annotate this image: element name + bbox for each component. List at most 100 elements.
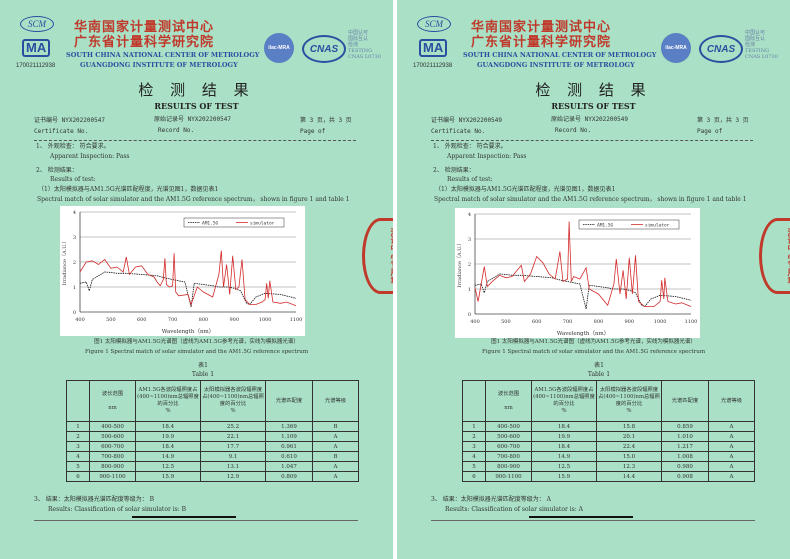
official-seal: 测试中心专用章 [362, 218, 393, 294]
table-cell: 19.9 [135, 431, 201, 442]
footer-divider [431, 520, 755, 521]
y-tick-label: 2 [73, 260, 76, 266]
table-cell: 20.1 [596, 431, 662, 442]
ilac-mra-logo: ilac-MRA [264, 33, 294, 63]
table-cell: 900-1100 [89, 471, 136, 482]
table-cell: A [708, 451, 755, 462]
table-cell: 14.4 [596, 471, 662, 482]
table-cell: 1.109 [265, 431, 313, 442]
page-number-en: Page of [697, 128, 723, 135]
table-cell: 6 [66, 471, 90, 482]
table-header-cell: 光谱等级 [708, 380, 755, 422]
legend-box [578, 219, 680, 230]
x-tick-label: 1100 [685, 319, 698, 325]
table-cell: B [312, 421, 359, 432]
table-cell: 25.2 [200, 421, 266, 432]
y-tick-label: 1 [468, 287, 471, 293]
table-cell: 15.9 [135, 471, 201, 482]
table-header-cell: 太阳模拟器各波段辐照度占(400~1100)nm总辐照度的百分比 % [200, 380, 266, 422]
table-cell: 0.980 [661, 461, 709, 472]
page-title-cn: 检 测 结 果 [138, 81, 255, 99]
table-header-cell: 波长范围 nm [89, 380, 136, 422]
table-cell: 12.5 [531, 461, 597, 472]
table-cell: 15.0 [596, 451, 662, 462]
header-divider [34, 140, 356, 141]
table-row: 4 700-800 14.9 15.0 1.008 A [462, 451, 755, 462]
table-cell: 500-600 [485, 431, 532, 442]
table-title-en: Table 1 [191, 371, 215, 378]
table-cell: 700-800 [485, 451, 532, 462]
spectral-match-en: Spectral match of solar simulator and th… [434, 196, 747, 203]
table-cell: 6 [462, 471, 486, 482]
inspection-cn: 1、 外观检查： 符合要求。 [36, 143, 110, 150]
table-cell: 12.5 [135, 461, 201, 472]
table-header-cell: 光谱匹配度 [265, 380, 313, 422]
table-cell: 17.7 [200, 441, 266, 452]
table-header-row: 波长范围 nm AM1.5G各波段辐照度占(400~1100)nm总辐照度的百分比… [462, 380, 755, 422]
page-title-en: RESULTS OF TEST [551, 101, 636, 111]
y-tick-label: 2 [468, 262, 471, 268]
x-tick-label: 500 [501, 319, 511, 325]
y-tick-label: 4 [73, 210, 76, 216]
x-tick-label: 900 [625, 319, 635, 325]
table-header-cell: AM1.5G各波段辐照度占(400~1100)nm总辐照度的百分比 % [135, 380, 201, 422]
institution-name-en-2: GUANGDONG INSTITUTE OF METROLOGY [477, 61, 635, 69]
certificate-page: SCM MA 170021112938 华南国家计量测试中心 广东省计量科学研究院 SOU… [397, 0, 790, 559]
table-cell: 500-600 [89, 431, 136, 442]
institution-name-en-1: SOUTH CHINA NATIONAL CENTER OF METROLOGY [66, 51, 260, 59]
x-tick-label: 600 [137, 317, 147, 323]
certificate-no-cn: 证书编号 NYX202200547 [34, 117, 105, 124]
signature-bar [132, 516, 236, 518]
x-tick-label: 1000 [654, 319, 667, 325]
x-tick-label: 500 [106, 317, 116, 323]
table-cell: 0.859 [661, 421, 709, 432]
certificate-no-en: Certificate No. [431, 128, 486, 135]
cnas-accreditation-text: 中国认可 国际互认 检测 TESTING CNAS L0730 [348, 30, 381, 60]
table-cell: 12.9 [200, 471, 266, 482]
table-cell: 3 [462, 441, 486, 452]
x-tick-label: 400 [470, 319, 480, 325]
institution-name-cn-2: 广东省计量科学研究院 [74, 35, 215, 50]
legend-box [183, 217, 285, 228]
table-cell: 2 [462, 431, 486, 442]
figure-caption-en: Figure 1 Spectral match of solar simulat… [84, 349, 309, 355]
table-cell: 9.1 [200, 451, 266, 462]
table-header-cell [462, 380, 486, 422]
inspection-en: Apparent Inspection: Pass [447, 153, 527, 160]
table-cell: A [312, 471, 359, 482]
table-cell: 19.9 [531, 431, 597, 442]
table-header-cell: 光谱等级 [312, 380, 359, 422]
table-header-cell: AM1.5G各波段辐照度占(400~1100)nm总辐照度的百分比 % [531, 380, 597, 422]
page-title-en: RESULTS OF TEST [154, 101, 239, 111]
footer-divider [34, 520, 358, 521]
spectrum-chart: 0 1 2 3 4 400 500 600 700 800 900 1000 1100 Wavelengt… [60, 206, 305, 336]
institution-name-cn-1: 华南国家计量测试中心 [74, 20, 215, 35]
table-header-row: 波长范围 nm AM1.5G各波段辐照度占(400~1100)nm总辐照度的百分比… [66, 380, 359, 422]
certificate-no-en: Certificate No. [34, 128, 89, 135]
results-heading-en: Results of test: [447, 176, 493, 183]
x-tick-label: 400 [75, 317, 85, 323]
table-cell: 4 [66, 451, 90, 462]
results-table: 波长范围 nm AM1.5G各波段辐照度占(400~1100)nm总辐照度的百分比… [66, 380, 359, 482]
table-cell: B [312, 451, 359, 462]
table-cell: 600-700 [89, 441, 136, 452]
x-tick-label: 800 [199, 317, 209, 323]
series-line-am15g [79, 271, 297, 308]
official-seal: 测试中心专用章 [759, 218, 790, 294]
figure-caption-cn: 图1 太阳模拟器与AM1.5G光谱图（虚线为AM1.5G参考光谱，实线为模拟器光… [94, 339, 299, 345]
table-row: 3 600-700 18.4 17.7 0.961 A [66, 441, 359, 452]
cnas-logo: CNAS [302, 35, 346, 63]
table-cell: 12.3 [596, 461, 662, 472]
header-divider [431, 140, 753, 141]
page-title-cn: 检 测 结 果 [535, 81, 652, 99]
table-cell: 22.4 [596, 441, 662, 452]
page-number-cn: 第 3 页，共 3 页 [697, 117, 749, 124]
record-no-en: Record No. [158, 127, 195, 134]
cnas-logo: CNAS [699, 35, 743, 63]
table-cell: A [708, 431, 755, 442]
results-heading-cn: 2、 检测结果： [433, 167, 475, 174]
table-cell: A [312, 441, 359, 452]
classification-result-en: Results: Classification of solar simulat… [48, 506, 187, 513]
x-tick-label: 1000 [259, 317, 272, 323]
registration-number: 170021112938 [413, 63, 453, 69]
